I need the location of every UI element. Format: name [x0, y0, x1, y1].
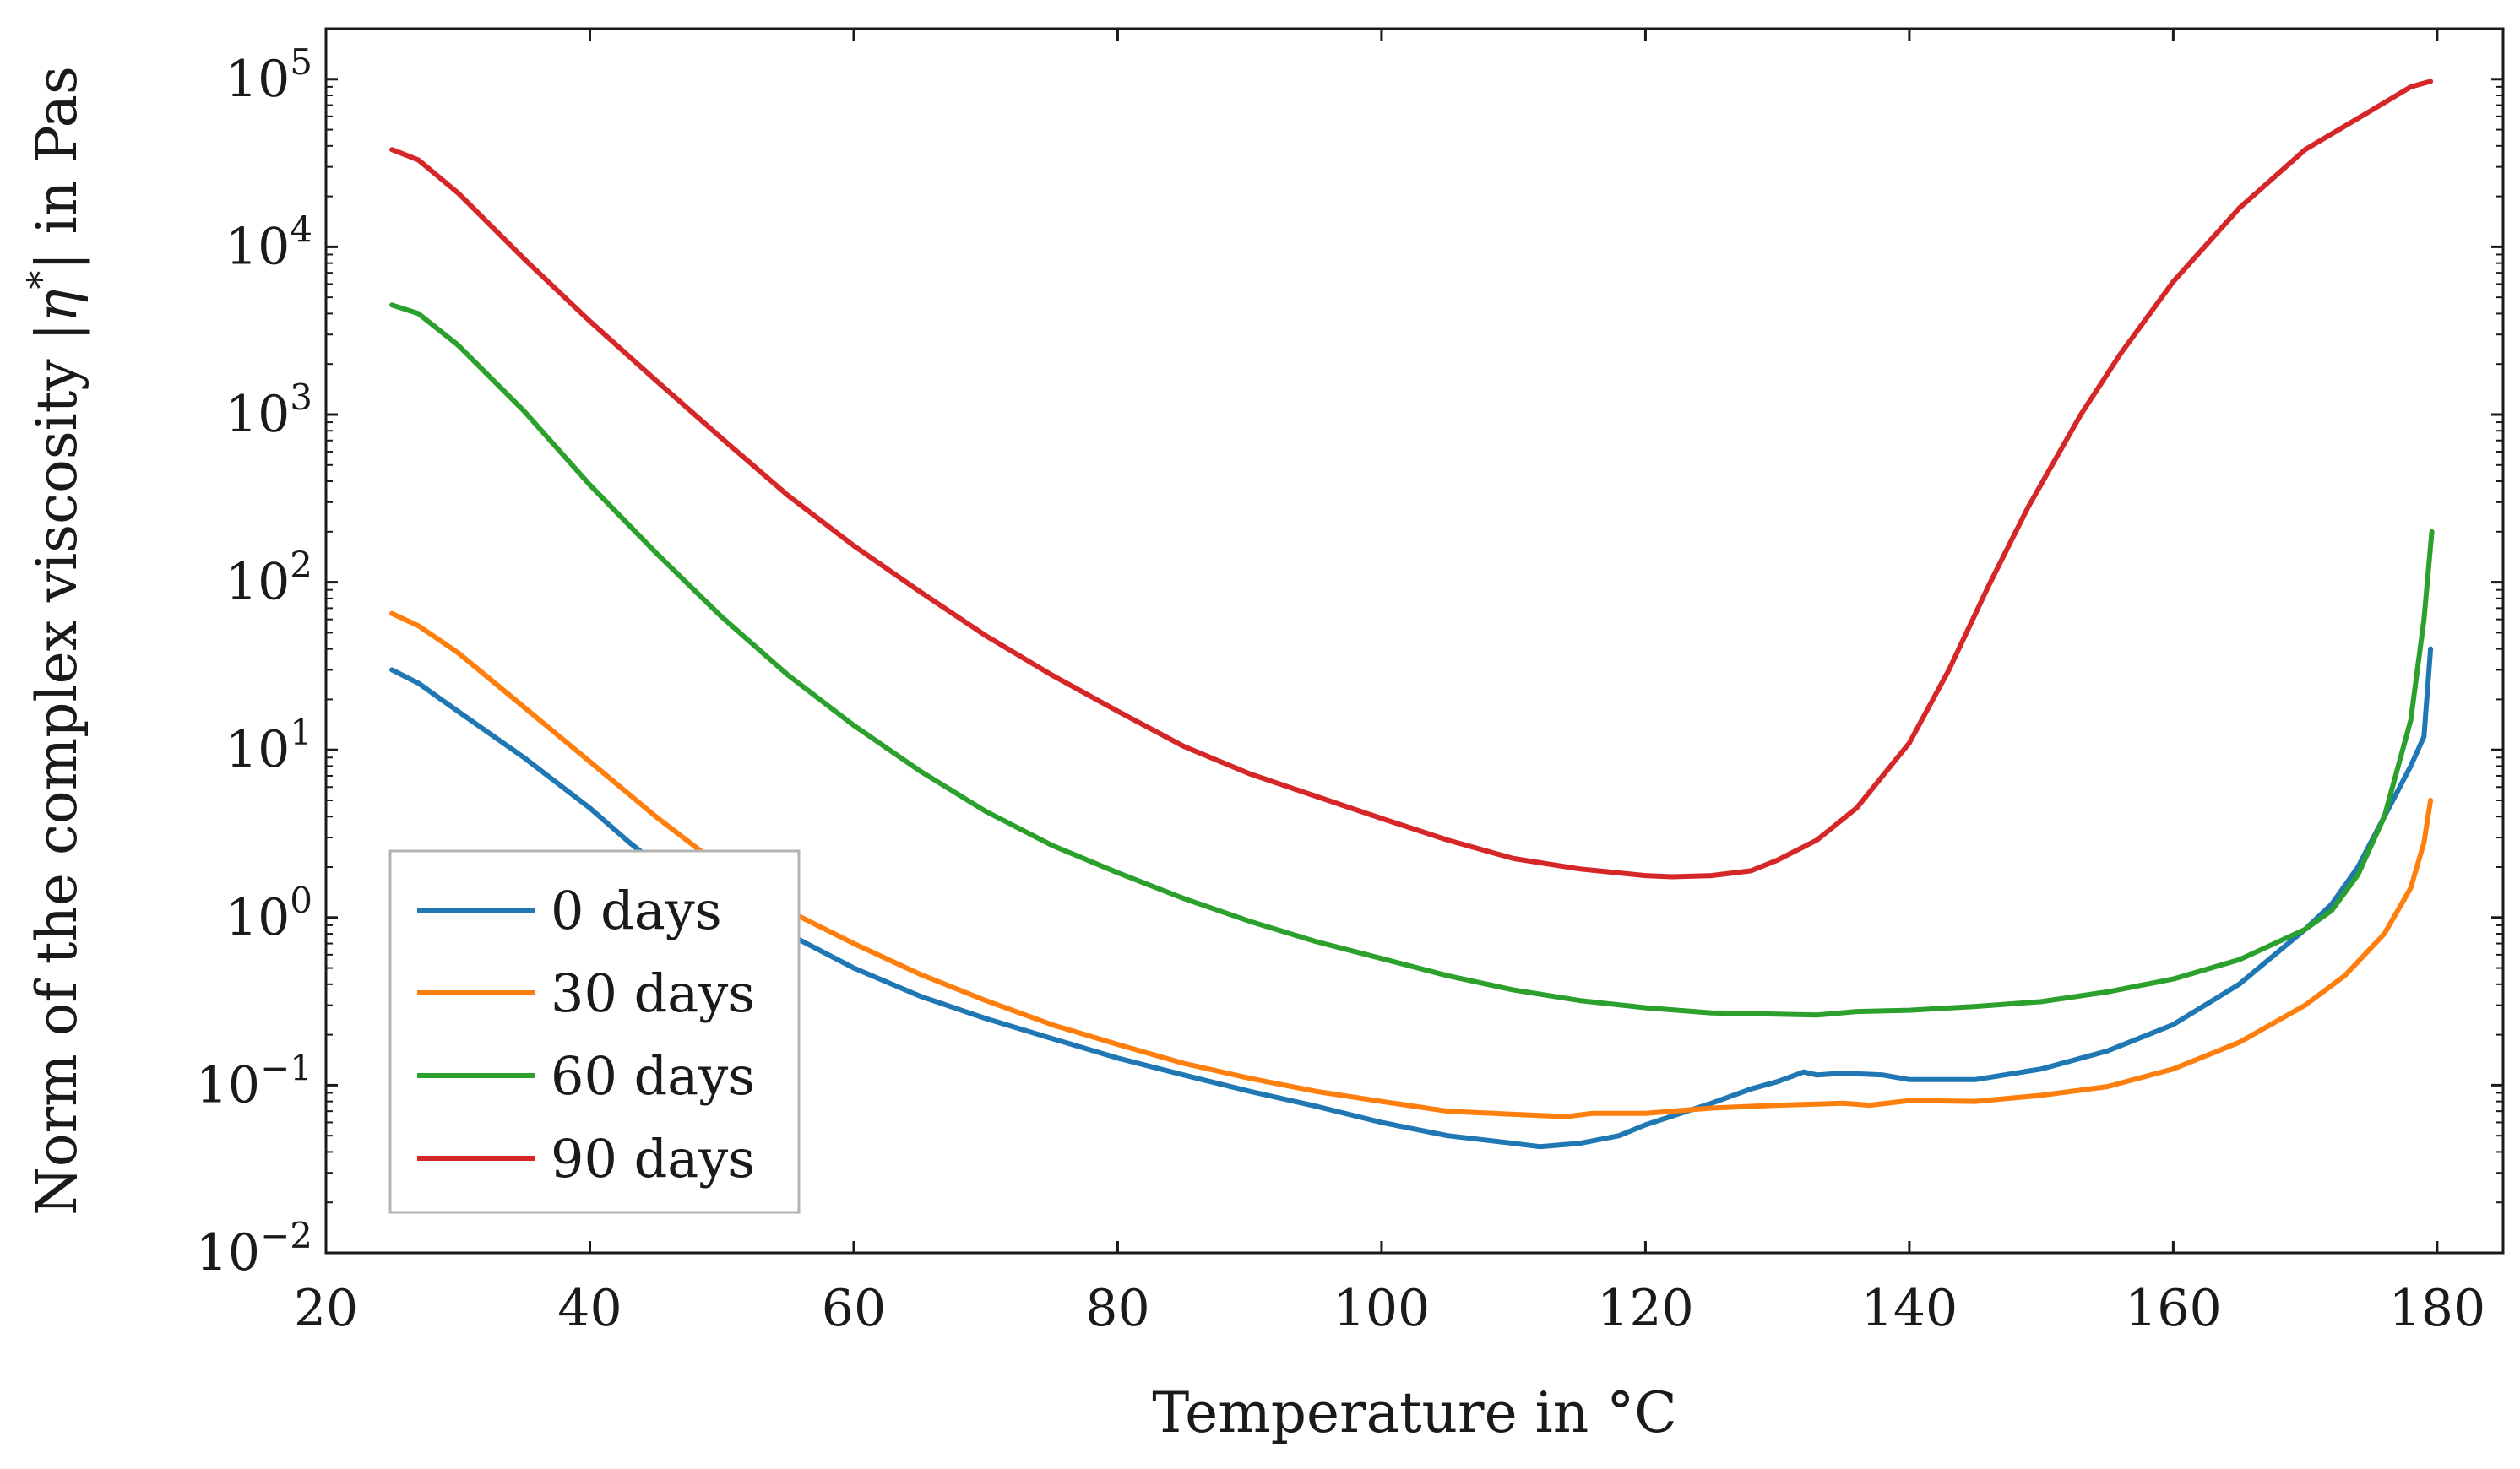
legend-label-0-days: 0 days	[551, 880, 722, 941]
y-tick-exponent: −2	[260, 1215, 312, 1256]
y-tick-exponent: −1	[260, 1047, 312, 1088]
y-tick-label: 10−2	[196, 1215, 312, 1282]
y-tick-label: 102	[225, 545, 312, 612]
x-tick-label: 60	[822, 1279, 886, 1338]
y-tick-label: 100	[225, 880, 312, 947]
y-axis-label-star: *	[20, 271, 63, 290]
series-line-60-days	[389, 302, 2435, 1018]
y-tick-exponent: 4	[290, 209, 312, 250]
y-tick-label: 101	[225, 712, 312, 779]
y-tick-base: 10	[225, 50, 290, 109]
y-tick-base: 10	[225, 553, 290, 612]
y-tick-base: 10	[225, 217, 290, 276]
x-tick-label: 40	[557, 1279, 622, 1338]
y-tick-label: 105	[225, 41, 312, 109]
x-tick-label: 100	[1333, 1279, 1431, 1338]
plot-frame	[324, 27, 2505, 1255]
x-tick-label: 140	[1861, 1279, 1958, 1338]
legend: 0 days 30 days 60 days 90 days	[388, 849, 801, 1214]
y-tick-exponent: 1	[290, 712, 312, 753]
y-axis-label-prefix: Norm of the complex viscosity	[24, 359, 90, 1216]
legend-label-30-days: 30 days	[551, 962, 755, 1024]
y-tick-base: 10	[196, 1055, 260, 1114]
y-tick-exponent: 5	[290, 41, 312, 83]
legend-entries: 0 days 30 days 60 days 90 days	[417, 880, 755, 1190]
y-tick-base: 10	[196, 1223, 260, 1282]
x-tick-label: 120	[1597, 1279, 1694, 1338]
y-tick-exponent: 2	[290, 545, 312, 586]
x-tick-label: 80	[1085, 1279, 1149, 1338]
x-tick-label: 20	[294, 1279, 358, 1338]
y-tick-base: 10	[225, 720, 290, 779]
y-tick-exponent: 3	[290, 377, 312, 418]
y-axis-label-symbol: η	[24, 290, 90, 323]
y-tick-label: 104	[225, 209, 312, 276]
y-axis-label-suffix: in Pas	[24, 66, 90, 234]
y-tick-label: 103	[225, 377, 312, 444]
series-line-90-days	[389, 79, 2434, 880]
y-tick-exponent: 0	[290, 880, 312, 921]
y-tick-label: 10−1	[196, 1047, 312, 1114]
y-tick-base: 10	[225, 888, 290, 947]
x-tick-label: 160	[2125, 1279, 2222, 1338]
x-tick-label: 180	[2389, 1279, 2486, 1338]
y-tick-base: 10	[225, 385, 290, 444]
legend-label-90-days: 90 days	[551, 1128, 755, 1190]
x-axis-label: Temperature in °C	[1152, 1380, 1676, 1445]
y-axis-label: Norm of the complex viscosity |η*| in Pa…	[20, 66, 90, 1216]
legend-label-60-days: 60 days	[551, 1045, 755, 1107]
labels-layer: 20 40 60 80 100 120 140 160 18010−210−1100101102…	[196, 41, 2485, 1338]
y-axis-label-bar: |	[24, 234, 90, 270]
